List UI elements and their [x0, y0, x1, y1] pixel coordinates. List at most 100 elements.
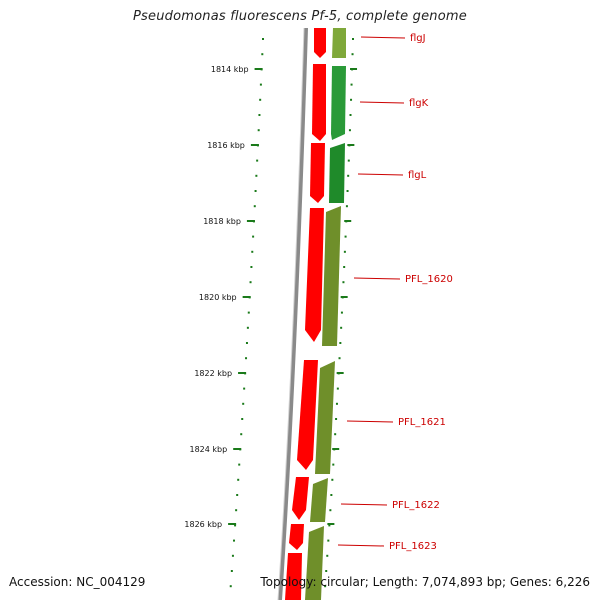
major-tick: [242, 296, 251, 298]
outer-tick: [347, 174, 350, 177]
outer-tick: [343, 250, 346, 253]
major-tick: [228, 523, 237, 525]
outer-major-tick: [340, 296, 348, 298]
outer-tick: [351, 53, 354, 56]
gene-leader-line: [337, 544, 385, 547]
gene-label[interactable]: PFL_1623: [389, 541, 437, 552]
outer-tick: [339, 342, 342, 344]
minor-tick: [234, 524, 237, 527]
outer-tick: [332, 463, 335, 466]
genome-backbone: [278, 27, 308, 600]
major-tick: [250, 144, 259, 146]
minor-tick: [259, 83, 262, 86]
outer-tick: [340, 326, 343, 329]
gene-forward-8[interactable]: [285, 553, 302, 600]
genome-backbone-highlight: [277, 27, 305, 600]
reverse-strand: [305, 28, 346, 600]
gene-reverse-5[interactable]: [315, 361, 335, 474]
outer-tick: [328, 524, 331, 527]
outer-tick: [325, 570, 328, 572]
gene-forward-4[interactable]: [305, 208, 324, 342]
minor-tick: [249, 281, 252, 284]
gene-label[interactable]: flgJ: [410, 33, 426, 44]
tick-labels: 1814 kbp 1816 kbp 1818 kbp 1820 kbp 1822 kbp…: [184, 65, 248, 529]
outer-tick: [336, 387, 339, 390]
gene-reverse-2[interactable]: [331, 66, 346, 140]
outer-tick: [338, 357, 341, 360]
minor-tick: [242, 402, 245, 405]
genome-summary-text: Topology: circular; Length: 7,074,893 bp…: [260, 575, 590, 589]
minor-ticks: [229, 38, 264, 588]
tick-label: 1814 kbp: [211, 65, 249, 74]
minor-tick: [229, 585, 232, 588]
outer-tick: [335, 418, 338, 420]
outer-tick: [334, 433, 337, 436]
minor-tick: [238, 463, 241, 466]
outer-major-tick: [336, 372, 344, 374]
gene-label[interactable]: PFL_1622: [392, 500, 440, 511]
outer-tick: [343, 266, 346, 268]
minor-tick: [253, 205, 256, 208]
outer-major-tick: [350, 68, 358, 70]
outer-tick: [352, 38, 354, 40]
map-title: Pseudomonas fluorescens Pf-5, complete g…: [133, 9, 467, 24]
gene-label[interactable]: PFL_1620: [405, 274, 453, 285]
gene-leader-line: [357, 173, 404, 176]
gene-forward-1[interactable]: [314, 28, 326, 58]
gene-label[interactable]: flgK: [409, 98, 429, 109]
tick-label: 1822 kbp: [194, 369, 232, 378]
gene-forward-5[interactable]: [297, 360, 318, 470]
gene-forward-2[interactable]: [312, 64, 326, 141]
outer-tick: [350, 83, 353, 86]
outer-tick: [344, 235, 347, 238]
minor-tick: [240, 433, 243, 436]
outer-tick: [348, 129, 351, 132]
outer-tick: [331, 478, 334, 481]
accession-text: Accession: NC_004129: [9, 575, 146, 589]
gene-reverse-1[interactable]: [332, 28, 346, 58]
minor-tick: [251, 250, 254, 253]
minor-tick: [230, 570, 233, 572]
outer-tick: [342, 281, 345, 284]
minor-tick: [258, 114, 261, 116]
minor-tick: [255, 174, 258, 177]
forward-strand: [285, 28, 326, 600]
tick-label: 1816 kbp: [207, 141, 245, 150]
gene-reverse-6[interactable]: [310, 478, 328, 522]
gene-leader-line: [360, 36, 406, 39]
gene-reverse-7[interactable]: [305, 526, 324, 600]
minor-tick: [236, 494, 239, 496]
minor-tick: [231, 554, 234, 557]
gene-label[interactable]: flgL: [408, 170, 427, 181]
minor-tick: [237, 478, 240, 481]
outer-tick: [347, 159, 350, 162]
major-ticks: [228, 68, 263, 525]
gene-reverse-3[interactable]: [329, 143, 345, 203]
tick-label: 1820 kbp: [199, 293, 237, 302]
gene-leader-line: [346, 420, 394, 423]
minor-tick: [245, 342, 248, 344]
gene-leader-line: [359, 101, 405, 104]
minor-tick: [241, 418, 244, 420]
minor-tick: [257, 129, 260, 132]
tick-label: 1826 kbp: [184, 520, 222, 529]
gene-leader-line: [353, 277, 401, 280]
gene-label[interactable]: PFL_1621: [398, 417, 446, 428]
tick-label: 1824 kbp: [189, 445, 227, 454]
outer-tick: [350, 98, 353, 101]
minor-tick: [250, 266, 253, 268]
gene-forward-7[interactable]: [289, 524, 304, 550]
major-tick: [233, 448, 242, 450]
gene-reverse-4[interactable]: [322, 206, 341, 346]
gene-forward-3[interactable]: [310, 143, 325, 203]
minor-tick: [256, 159, 259, 162]
gene-leader-line: [340, 503, 388, 506]
minor-tick: [246, 326, 249, 329]
outer-major-tick: [347, 144, 355, 146]
outer-tick: [330, 494, 333, 496]
gene-forward-6[interactable]: [292, 477, 309, 520]
major-tick: [254, 68, 263, 70]
major-tick: [246, 220, 255, 222]
minor-tick: [233, 539, 236, 542]
outer-tick: [327, 539, 330, 542]
